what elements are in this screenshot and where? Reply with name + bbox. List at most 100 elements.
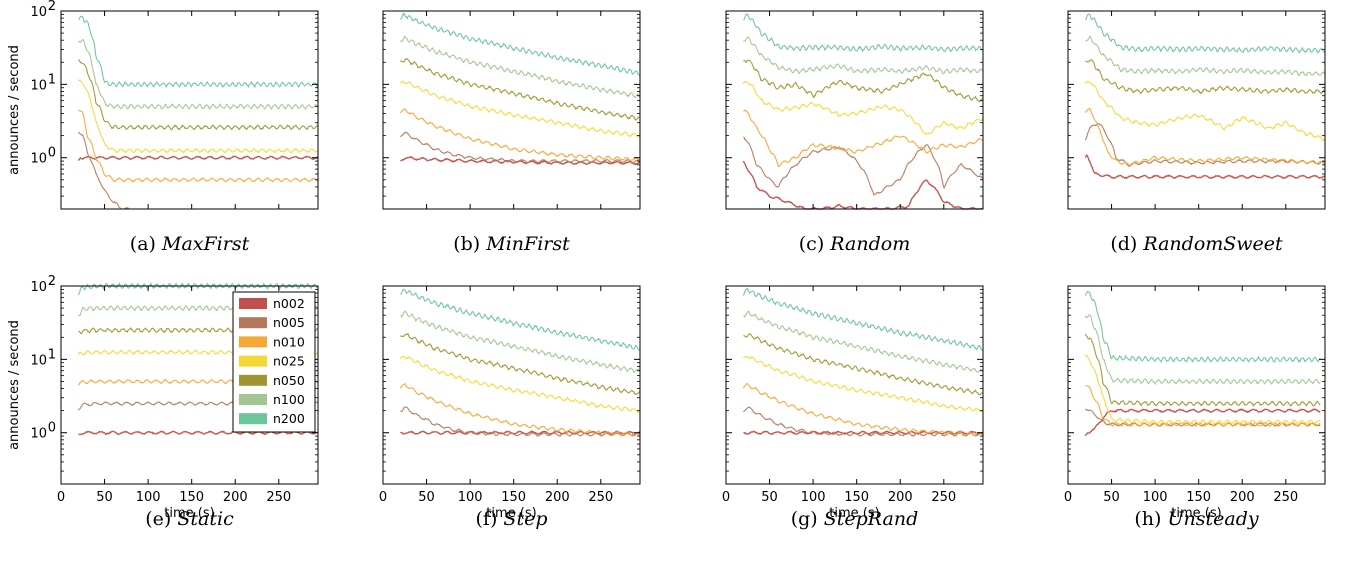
plot-frame [60,10,319,210]
x-axis-label: time (s) [829,506,879,521]
chart-panel-random [725,10,984,210]
legend-swatch-n200 [239,413,267,425]
panel-caption-name: RandomSweet [1143,233,1283,255]
x-tick-label: 250 [931,490,956,505]
legend-label-n100: n100 [273,392,305,407]
panel-caption: (d) RandomSweet [1110,233,1282,255]
panel-caption-name: Step [503,508,548,530]
y-tick-exponent: 1 [48,347,56,362]
series-line-n002 [1084,408,1321,437]
series-line-n050 [77,59,318,131]
legend-label-n005: n005 [273,315,305,330]
x-tick-label: 150 [844,490,869,505]
legend-label-n025: n025 [273,354,305,369]
series-line-n050 [743,59,983,103]
series-line-n025 [742,355,983,413]
panel-caption-letter: (b) [453,233,487,255]
y-axis-label: announces / second [7,320,22,450]
panel-caption: (g) StepRand [791,508,919,530]
x-tick-label: 0 [1064,490,1072,505]
x-tick-label: 50 [418,490,435,505]
x-tick-label: 50 [1103,490,1120,505]
panel-caption: (e) Static [145,508,233,530]
series-line-n002 [400,430,640,436]
series-line-n025 [399,80,640,138]
series-line-n100 [1085,35,1325,77]
series-line-n200 [742,287,983,351]
series-line-n100 [77,38,318,111]
x-tick-label: 0 [379,490,387,505]
series-line-n005 [743,406,983,437]
x-tick-label: 250 [588,490,613,505]
y-tick-exponent: 0 [48,146,56,161]
x-axis-label: time (s) [164,506,214,521]
series-line-n010 [399,383,640,436]
chart-panel-minfirst [382,10,641,210]
series-line-n025 [1085,354,1321,426]
series-line-n002 [78,430,318,436]
panel-caption-name: MaxFirst [161,233,250,255]
y-tick-exponent: 0 [48,421,56,436]
panel-caption: (h) Unsteady [1134,508,1258,530]
y-tick-exponent: 2 [48,0,56,14]
x-tick-label: 100 [458,490,483,505]
series-line-n025 [78,79,318,154]
series-line-n050 [743,332,983,396]
series-line-n025 [400,355,640,414]
series-line-n010 [743,109,983,168]
y-tick-label: 10 [30,353,47,368]
x-tick-label: 200 [545,490,570,505]
series-line-n100 [743,36,983,75]
series-line-n050 [400,333,640,395]
panel-caption-letter: (f) [475,508,504,530]
plot-frame [382,285,641,485]
series-line-n050 [1084,333,1321,408]
x-tick-label: 100 [1143,490,1168,505]
panel-caption-letter: (g) [790,508,824,530]
y-tick-label: 10 [30,280,47,295]
x-tick-label: 50 [761,490,778,505]
series-line-n100 [400,35,640,99]
series-line-n002 [1084,154,1325,180]
series-line-n010 [399,108,640,162]
series-line-n002 [742,160,983,210]
panel-caption-name: Unsteady [1167,508,1259,530]
y-tick-label: 10 [30,152,47,167]
x-tick-label: 150 [1186,490,1211,505]
series-line-n100 [743,310,983,373]
series-line-n200 [1084,13,1325,54]
series-line-n050 [1085,58,1325,95]
series-line-n005 [400,406,640,437]
x-tick-label: 0 [722,490,730,505]
plot-frame [725,285,984,485]
series-line-n002 [743,430,983,436]
plot-frame [1067,10,1326,210]
series-line-n010 [1085,384,1321,428]
series-line-n010 [78,109,318,183]
x-tick-label: 200 [223,490,248,505]
legend-swatch-n002 [239,298,267,309]
y-tick-label: 10 [30,427,47,442]
series-line-n010 [1084,107,1325,167]
panel-caption-letter: (e) [145,508,178,530]
series-line-n005 [743,136,983,196]
series-line-n025 [1084,80,1325,142]
panel-caption: (a) MaxFirst [130,233,249,255]
panel-caption-name: Random [830,233,911,255]
panel-caption-name: MinFirst [486,233,570,255]
x-tick-label: 50 [96,490,113,505]
legend-swatch-n100 [239,394,267,405]
series-line-n200 [77,15,318,89]
plot-frame [1067,285,1326,485]
x-tick-label: 250 [1273,490,1298,505]
x-tick-label: 150 [501,490,526,505]
x-tick-label: 250 [266,490,291,505]
panel-caption: (b) MinFirst [453,233,570,255]
series-line-n200 [1084,290,1321,364]
panel-caption-letter: (a) [129,233,162,255]
panel-caption-name: StepRand [823,508,919,530]
legend-label-n002: n002 [273,296,305,311]
x-axis-label: time (s) [1171,506,1221,521]
